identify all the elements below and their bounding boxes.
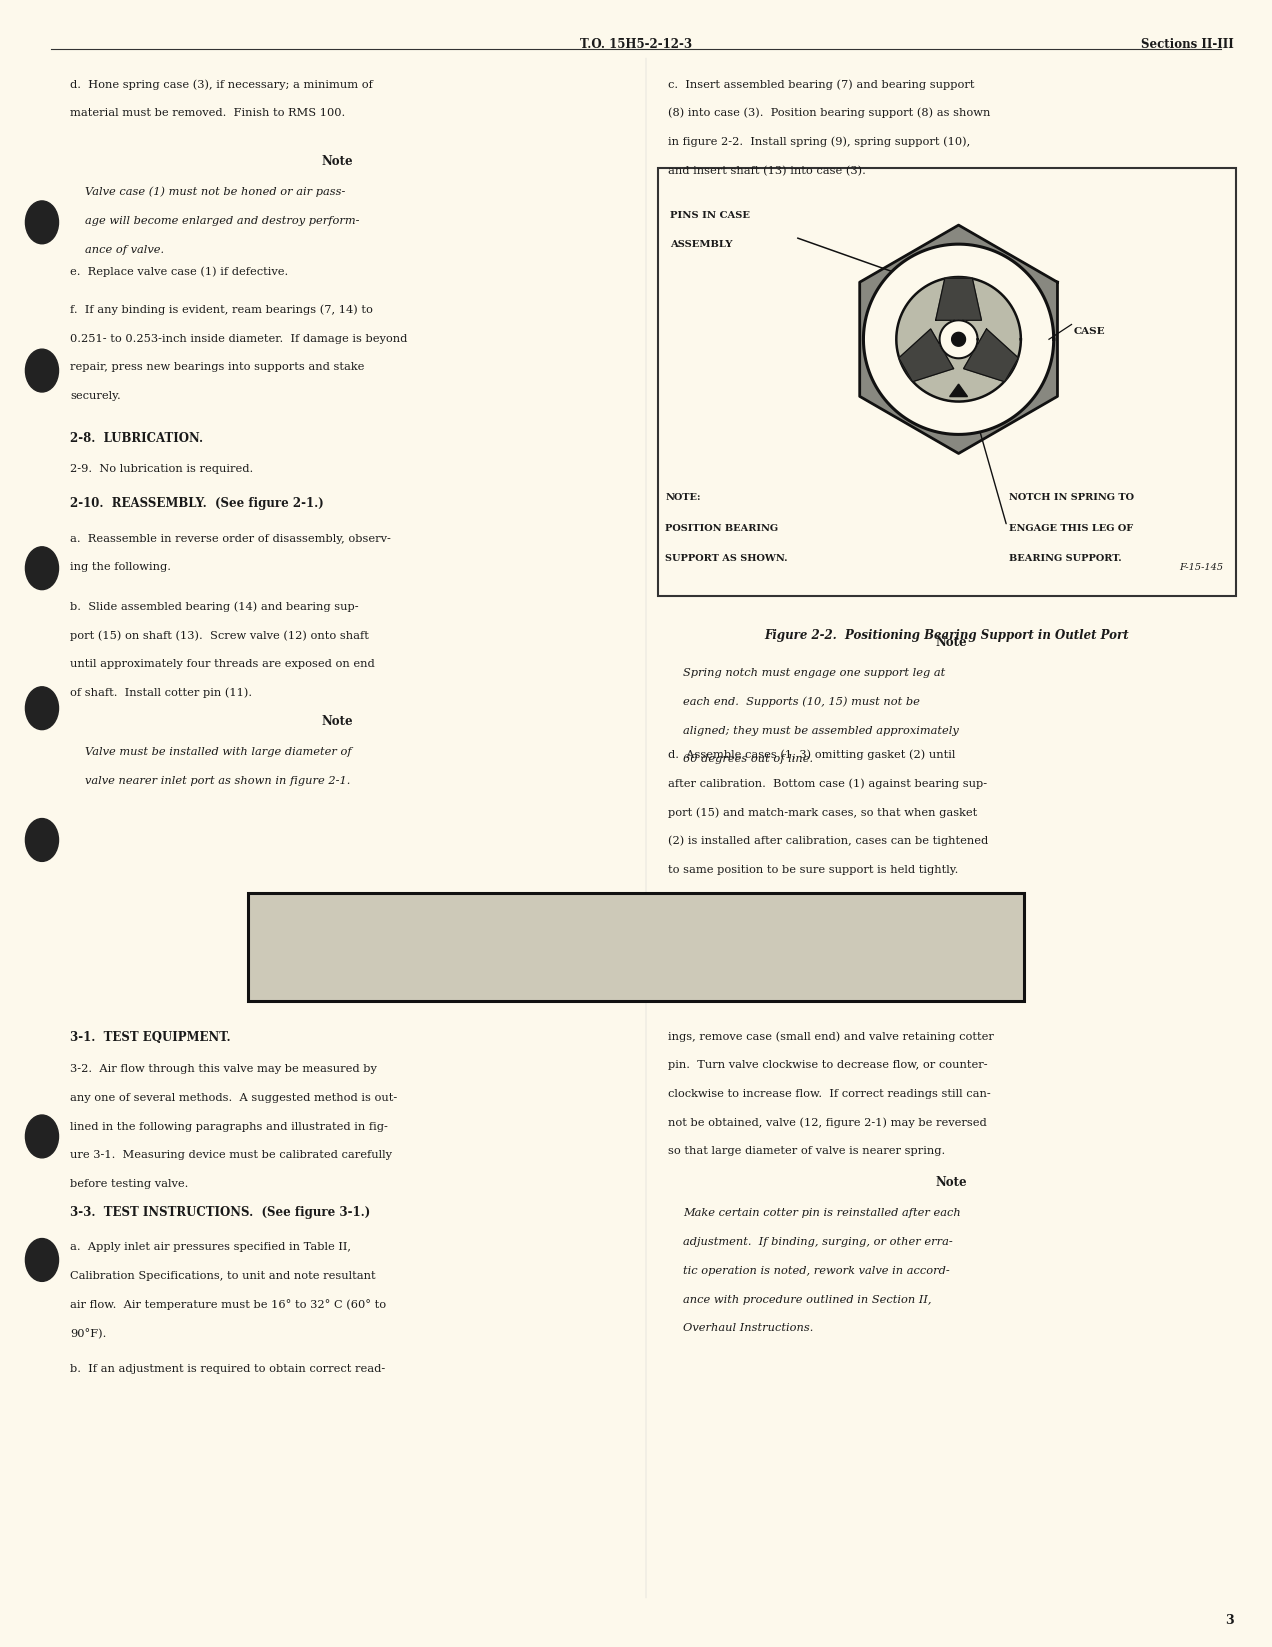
Text: BEARING SUPPORT.: BEARING SUPPORT. [1010, 555, 1122, 563]
Circle shape [25, 201, 59, 244]
Text: (8) into case (3).  Position bearing support (8) as shown: (8) into case (3). Position bearing supp… [668, 109, 990, 119]
Text: ing the following.: ing the following. [70, 562, 170, 573]
Text: b.  Slide assembled bearing (14) and bearing sup-: b. Slide assembled bearing (14) and bear… [70, 601, 359, 611]
Text: repair, press new bearings into supports and stake: repair, press new bearings into supports… [70, 362, 364, 372]
Text: ure 3-1.  Measuring device must be calibrated carefully: ure 3-1. Measuring device must be calibr… [70, 1150, 392, 1161]
Polygon shape [899, 329, 954, 382]
Text: T E S T   P R O C E D U R E: T E S T P R O C E D U R E [505, 944, 767, 960]
Text: material must be removed.  Finish to RMS 100.: material must be removed. Finish to RMS … [70, 109, 345, 119]
Text: ance with procedure outlined in Section II,: ance with procedure outlined in Section … [683, 1295, 931, 1304]
Text: Note: Note [322, 155, 352, 168]
Text: adjustment.  If binding, surging, or other erra-: adjustment. If binding, surging, or othe… [683, 1237, 953, 1247]
Text: 2-10.  REASSEMBLY.  (See figure 2-1.): 2-10. REASSEMBLY. (See figure 2-1.) [70, 497, 323, 511]
FancyBboxPatch shape [658, 168, 1236, 596]
Circle shape [25, 819, 59, 861]
Text: securely.: securely. [70, 392, 121, 402]
Circle shape [25, 1115, 59, 1158]
Text: Overhaul Instructions.: Overhaul Instructions. [683, 1324, 813, 1334]
Polygon shape [936, 278, 982, 320]
Text: of shaft.  Install cotter pin (11).: of shaft. Install cotter pin (11). [70, 688, 252, 698]
Text: 3-3.  TEST INSTRUCTIONS.  (See figure 3-1.): 3-3. TEST INSTRUCTIONS. (See figure 3-1.… [70, 1206, 370, 1219]
Text: 3-2.  Air flow through this valve may be measured by: 3-2. Air flow through this valve may be … [70, 1064, 377, 1074]
Text: ings, remove case (small end) and valve retaining cotter: ings, remove case (small end) and valve … [668, 1031, 993, 1041]
Polygon shape [940, 320, 978, 359]
Text: and insert shaft (13) into case (3).: and insert shaft (13) into case (3). [668, 165, 866, 176]
Polygon shape [964, 329, 1019, 382]
Text: 90°F).: 90°F). [70, 1327, 107, 1339]
Text: air flow.  Air temperature must be 16° to 32° C (60° to: air flow. Air temperature must be 16° to… [70, 1299, 387, 1311]
Text: ENGAGE THIS LEG OF: ENGAGE THIS LEG OF [1010, 524, 1133, 534]
Text: NOTE:: NOTE: [665, 494, 701, 502]
Text: clockwise to increase flow.  If correct readings still can-: clockwise to increase flow. If correct r… [668, 1089, 991, 1099]
Circle shape [25, 687, 59, 730]
FancyBboxPatch shape [248, 893, 1024, 1001]
Text: ance of valve.: ance of valve. [85, 244, 164, 255]
Text: a.  Apply inlet air pressures specified in Table II,: a. Apply inlet air pressures specified i… [70, 1242, 351, 1252]
Text: 3: 3 [1225, 1614, 1234, 1627]
Text: after calibration.  Bottom case (1) against bearing sup-: after calibration. Bottom case (1) again… [668, 777, 987, 789]
Text: lined in the following paragraphs and illustrated in fig-: lined in the following paragraphs and il… [70, 1122, 388, 1131]
Text: not be obtained, valve (12, figure 2-1) may be reversed: not be obtained, valve (12, figure 2-1) … [668, 1117, 987, 1128]
Text: before testing valve.: before testing valve. [70, 1179, 188, 1189]
Text: port (15) and match-mark cases, so that when gasket: port (15) and match-mark cases, so that … [668, 807, 977, 817]
Text: tic operation is noted, rework valve in accord-: tic operation is noted, rework valve in … [683, 1267, 950, 1276]
Text: so that large diameter of valve is nearer spring.: so that large diameter of valve is neare… [668, 1146, 945, 1156]
Text: pin.  Turn valve clockwise to decrease flow, or counter-: pin. Turn valve clockwise to decrease fl… [668, 1061, 987, 1071]
Text: valve nearer inlet port as shown in figure 2-1.: valve nearer inlet port as shown in figu… [85, 776, 351, 786]
Text: POSITION BEARING: POSITION BEARING [665, 524, 778, 534]
Text: age will become enlarged and destroy perform-: age will become enlarged and destroy per… [85, 216, 360, 226]
Text: port (15) on shaft (13).  Screw valve (12) onto shaft: port (15) on shaft (13). Screw valve (12… [70, 629, 369, 641]
Text: any one of several methods.  A suggested method is out-: any one of several methods. A suggested … [70, 1094, 397, 1103]
Text: 2-8.  LUBRICATION.: 2-8. LUBRICATION. [70, 432, 204, 445]
Text: c.  Insert assembled bearing (7) and bearing support: c. Insert assembled bearing (7) and bear… [668, 79, 974, 89]
Text: 2-9.  No lubrication is required.: 2-9. No lubrication is required. [70, 464, 253, 474]
Text: 0.251- to 0.253-inch inside diameter.  If damage is beyond: 0.251- to 0.253-inch inside diameter. If… [70, 333, 407, 344]
Circle shape [25, 1239, 59, 1281]
Text: 60 degrees out of line.: 60 degrees out of line. [683, 754, 813, 764]
Text: f.  If any binding is evident, ream bearings (7, 14) to: f. If any binding is evident, ream beari… [70, 305, 373, 315]
Text: b.  If an adjustment is required to obtain correct read-: b. If an adjustment is required to obtai… [70, 1364, 385, 1374]
Text: a.  Reassemble in reverse order of disassembly, observ-: a. Reassemble in reverse order of disass… [70, 534, 391, 544]
Polygon shape [860, 226, 1057, 453]
Text: d.  Hone spring case (3), if necessary; a minimum of: d. Hone spring case (3), if necessary; a… [70, 79, 373, 89]
Text: Note: Note [935, 636, 967, 649]
Text: F-15-145: F-15-145 [1179, 563, 1224, 572]
Text: Note: Note [322, 715, 352, 728]
Text: Valve case (1) must not be honed or air pass-: Valve case (1) must not be honed or air … [85, 186, 346, 198]
Text: Sections II-III: Sections II-III [1141, 38, 1234, 51]
Text: NOTCH IN SPRING TO: NOTCH IN SPRING TO [1010, 494, 1135, 502]
Text: PINS IN CASE: PINS IN CASE [670, 211, 750, 219]
Text: S E C T I O N   I I I: S E C T I O N I I I [538, 903, 734, 921]
Text: Calibration Specifications, to unit and note resultant: Calibration Specifications, to unit and … [70, 1271, 375, 1281]
Text: to same position to be sure support is held tightly.: to same position to be sure support is h… [668, 865, 958, 875]
Text: Make certain cotter pin is reinstalled after each: Make certain cotter pin is reinstalled a… [683, 1209, 960, 1219]
Polygon shape [897, 277, 1021, 402]
Text: 3-1.  TEST EQUIPMENT.: 3-1. TEST EQUIPMENT. [70, 1031, 230, 1044]
Circle shape [25, 349, 59, 392]
Text: Valve must be installed with large diameter of: Valve must be installed with large diame… [85, 746, 352, 758]
Text: SUPPORT AS SHOWN.: SUPPORT AS SHOWN. [665, 555, 787, 563]
Text: ASSEMBLY: ASSEMBLY [670, 239, 733, 249]
Circle shape [25, 547, 59, 590]
Polygon shape [951, 333, 965, 346]
Text: T.O. 15H5-2-12-3: T.O. 15H5-2-12-3 [580, 38, 692, 51]
Text: until approximately four threads are exposed on end: until approximately four threads are exp… [70, 659, 375, 669]
Text: CASE: CASE [1074, 326, 1105, 336]
Text: e.  Replace valve case (1) if defective.: e. Replace valve case (1) if defective. [70, 267, 289, 277]
Polygon shape [950, 384, 968, 397]
Text: Note: Note [935, 1176, 967, 1189]
Text: Figure 2-2.  Positioning Bearing Support in Outlet Port: Figure 2-2. Positioning Bearing Support … [764, 629, 1130, 642]
Text: in figure 2-2.  Install spring (9), spring support (10),: in figure 2-2. Install spring (9), sprin… [668, 137, 971, 147]
Text: Spring notch must engage one support leg at: Spring notch must engage one support leg… [683, 669, 945, 679]
Text: d.  Assemble cases (1, 3) omitting gasket (2) until: d. Assemble cases (1, 3) omitting gasket… [668, 749, 955, 759]
Text: aligned; they must be assembled approximately: aligned; they must be assembled approxim… [683, 725, 959, 736]
Polygon shape [864, 244, 1053, 435]
Text: each end.  Supports (10, 15) must not be: each end. Supports (10, 15) must not be [683, 697, 920, 707]
Text: (2) is installed after calibration, cases can be tightened: (2) is installed after calibration, case… [668, 835, 988, 847]
